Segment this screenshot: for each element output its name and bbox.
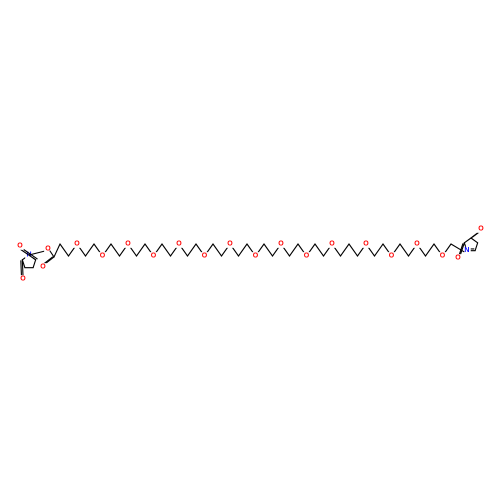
svg-text:O: O — [440, 253, 446, 260]
svg-text:O: O — [478, 226, 484, 233]
svg-text:O: O — [414, 241, 420, 248]
svg-text:O: O — [304, 253, 310, 260]
svg-text:O: O — [329, 241, 335, 248]
svg-text:O: O — [125, 241, 131, 248]
svg-text:O: O — [455, 255, 461, 262]
svg-text:O: O — [176, 241, 182, 248]
svg-text:O: O — [100, 253, 106, 260]
svg-text:O: O — [74, 241, 80, 248]
svg-text:O: O — [363, 241, 369, 248]
svg-text:O: O — [151, 253, 157, 260]
svg-text:O: O — [20, 276, 26, 283]
svg-text:O: O — [253, 253, 259, 260]
svg-text:O: O — [17, 243, 23, 250]
molecule-diagram: NOOOOOOOOOOOOOOOOOOONOO — [0, 0, 500, 500]
svg-text:N: N — [464, 247, 469, 254]
svg-text:O: O — [227, 241, 233, 248]
svg-text:O: O — [40, 264, 46, 271]
svg-text:O: O — [278, 241, 284, 248]
svg-text:O: O — [389, 253, 395, 260]
svg-text:O: O — [202, 253, 208, 260]
